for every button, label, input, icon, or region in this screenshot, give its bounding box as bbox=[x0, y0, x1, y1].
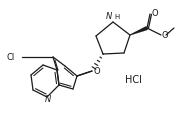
Text: H: H bbox=[114, 14, 119, 20]
Text: N: N bbox=[45, 95, 51, 105]
Text: O: O bbox=[162, 31, 169, 41]
Text: HCl: HCl bbox=[125, 75, 142, 85]
Text: N: N bbox=[106, 12, 112, 21]
Text: O: O bbox=[151, 10, 158, 18]
Polygon shape bbox=[130, 26, 148, 35]
Text: Cl: Cl bbox=[7, 52, 15, 62]
Text: O: O bbox=[93, 67, 100, 77]
